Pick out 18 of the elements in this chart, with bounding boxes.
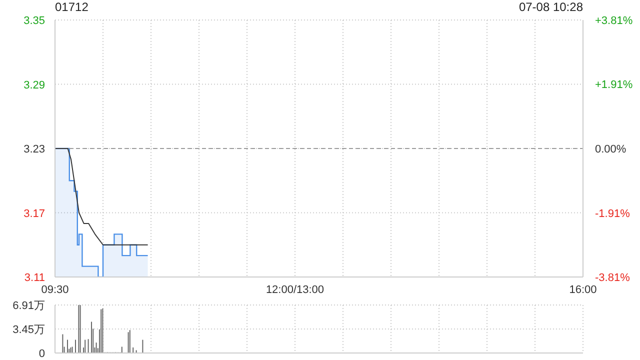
y-tick-label: 3.23 [24, 144, 45, 156]
y-tick-label: 3.45万 [12, 324, 45, 336]
x-tick-label: 09:30 [41, 284, 69, 296]
y2-tick-label: 0.00% [595, 144, 626, 156]
y-tick-label: 6.91万 [12, 300, 45, 312]
text: 07-08 10:28 [518, 0, 583, 14]
y-tick-label: 3.17 [24, 208, 45, 220]
chart-title: 01712 [55, 0, 88, 14]
x-tick-label: 12:00/13:00 [266, 284, 324, 296]
y2-tick-label: -1.91% [595, 208, 630, 220]
y2-tick-label: +1.91% [595, 79, 633, 92]
y-tick-label: 3.35 [24, 15, 45, 27]
x-tick-label: 16:00 [569, 284, 597, 296]
y-tick-label: 0 [38, 348, 45, 360]
y-tick-label: 3.11 [24, 272, 45, 284]
y2-tick-label: +3.81% [595, 15, 633, 27]
y2-tick-label: -3.81% [595, 272, 630, 284]
y-tick-label: 3.29 [24, 79, 45, 92]
